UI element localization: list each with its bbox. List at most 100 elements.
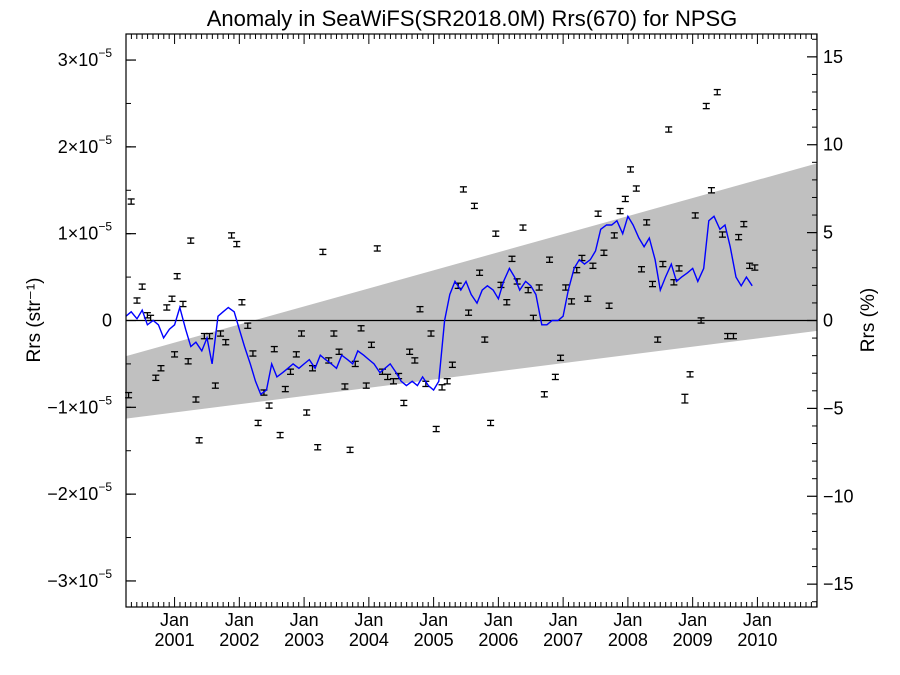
data-point: [481, 336, 489, 343]
y-tick-label-right: 5: [823, 223, 833, 243]
x-tick-label-year: 2007: [543, 630, 583, 650]
data-point: [675, 265, 683, 272]
data-point: [319, 248, 327, 256]
data-point: [713, 88, 721, 96]
chart-title: Anomaly in SeaWiFS(SR2018.0M) Rrs(670) f…: [207, 6, 738, 31]
data-point: [751, 264, 759, 271]
data-point: [735, 233, 743, 241]
y-tick-label-left: 3×10−5: [58, 46, 113, 70]
trend-band: [126, 163, 817, 419]
y-axis-label-right: Rrs (%): [858, 288, 879, 352]
x-tick-label-year: 2003: [284, 630, 324, 650]
x-tick-label-year: 2006: [478, 630, 518, 650]
x-tick-label-year: 2001: [155, 630, 195, 650]
y-tick-label-left: 1×10−5: [58, 220, 113, 244]
data-point: [341, 383, 349, 390]
data-point: [179, 300, 187, 308]
data-point: [438, 384, 446, 391]
x-tick-label-month: Jan: [549, 610, 578, 630]
data-point: [367, 341, 375, 349]
data-point: [265, 402, 273, 409]
y-tick-label-right: −10: [823, 486, 854, 506]
data-point: [551, 373, 559, 381]
y-tick-label-right: 15: [823, 47, 843, 67]
data-point: [432, 425, 440, 433]
data-point: [746, 262, 754, 270]
data-point: [173, 272, 181, 280]
data-point: [707, 187, 715, 194]
data-point: [600, 249, 608, 257]
data-point: [384, 373, 392, 381]
x-tick-label-month: Jan: [225, 610, 254, 630]
data-point: [195, 437, 203, 444]
data-point: [228, 232, 236, 239]
data-point: [605, 302, 613, 309]
data-point: [244, 322, 252, 329]
y-tick-label-right: 0: [823, 311, 833, 331]
data-point: [487, 419, 495, 427]
data-point: [163, 304, 171, 311]
data-point: [649, 280, 657, 288]
data-point: [540, 391, 548, 398]
data-point: [691, 212, 699, 219]
y-tick-label-right: −5: [823, 398, 844, 418]
data-point: [330, 330, 338, 337]
y-tick-label-left: −2×10−5: [47, 480, 112, 504]
plot-area: 3×10−5 2×10−5 1×10−5 0 −1×10−5 −2×10−5 −3×10−5…: [47, 33, 854, 650]
data-point: [286, 368, 294, 375]
data-point: [276, 431, 284, 439]
data-point: [157, 364, 165, 372]
data-point: [427, 330, 435, 337]
data-point: [448, 361, 456, 369]
data-point: [233, 240, 241, 248]
x-tick-label-year: 2004: [349, 630, 389, 650]
data-point: [411, 357, 419, 364]
data-point: [503, 299, 511, 306]
x-tick-label-month: Jan: [484, 610, 513, 630]
data-point: [351, 360, 359, 368]
data-point: [184, 358, 192, 365]
data-point: [459, 186, 467, 193]
data-point: [621, 195, 629, 203]
data-point: [616, 207, 624, 215]
data-point: [346, 446, 354, 454]
data-point: [594, 210, 602, 217]
data-point: [524, 286, 532, 294]
data-point: [152, 374, 160, 382]
data-point: [568, 298, 576, 305]
data-point: [298, 330, 306, 337]
data-point: [686, 371, 694, 378]
data-point: [138, 283, 146, 290]
data-point: [584, 295, 592, 303]
data-point: [249, 350, 257, 357]
y-tick-label-left: 0: [102, 311, 112, 331]
x-tick-label-month: Jan: [354, 610, 383, 630]
data-point: [729, 332, 737, 340]
data-point: [406, 348, 414, 356]
data-point: [362, 382, 370, 389]
data-point: [192, 396, 200, 403]
x-tick-label-year: 2010: [737, 630, 777, 650]
data-point: [665, 126, 673, 133]
data-point: [400, 399, 408, 407]
data-point: [292, 351, 300, 358]
data-point: [443, 378, 451, 385]
x-tick-label-year: 2002: [219, 630, 259, 650]
data-point: [557, 354, 565, 362]
data-point: [610, 232, 618, 239]
data-point: [187, 237, 195, 244]
data-point: [133, 297, 141, 304]
data-point: [168, 295, 176, 303]
x-tick-label-year: 2008: [608, 630, 648, 650]
x-tick-label-month: Jan: [419, 610, 448, 630]
y-tick-label-left: 2×10−5: [58, 133, 113, 157]
data-point: [659, 260, 667, 268]
data-point: [314, 443, 322, 451]
data-point: [519, 224, 527, 231]
x-tick-label-month: Jan: [743, 610, 772, 630]
data-point: [589, 262, 597, 270]
data-point: [632, 185, 640, 192]
data-point: [357, 325, 365, 332]
series-line: [125, 214, 753, 396]
